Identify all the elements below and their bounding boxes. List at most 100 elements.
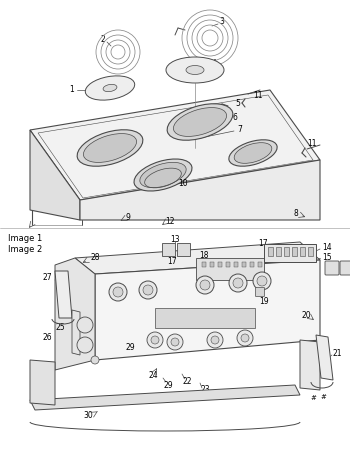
FancyBboxPatch shape [202,262,206,267]
Circle shape [233,278,243,288]
Text: 11: 11 [307,139,317,148]
Text: 29: 29 [125,342,135,352]
FancyBboxPatch shape [325,261,339,275]
FancyBboxPatch shape [210,262,214,267]
Text: 20: 20 [301,310,311,319]
Text: Image 1: Image 1 [8,234,42,243]
Ellipse shape [103,84,117,92]
Ellipse shape [83,134,136,163]
Text: 26: 26 [42,333,52,342]
FancyBboxPatch shape [258,262,262,267]
FancyBboxPatch shape [276,247,281,256]
Text: 19: 19 [259,297,269,305]
Polygon shape [95,260,320,360]
FancyBboxPatch shape [268,247,273,256]
Text: #: # [310,395,316,401]
Ellipse shape [174,108,226,136]
Text: 18: 18 [199,251,209,260]
Circle shape [200,280,210,290]
Text: 8: 8 [294,208,298,217]
Text: 16: 16 [271,250,281,259]
Polygon shape [30,130,80,220]
Text: #: # [320,394,326,400]
Ellipse shape [186,66,204,74]
Circle shape [77,317,93,333]
Text: 27: 27 [42,274,52,283]
Circle shape [113,287,123,297]
Text: 4: 4 [211,58,216,67]
Text: 17: 17 [167,257,177,266]
Polygon shape [300,340,320,390]
Circle shape [253,272,271,290]
Ellipse shape [167,104,233,140]
FancyBboxPatch shape [292,247,297,256]
FancyBboxPatch shape [226,262,230,267]
FancyBboxPatch shape [264,244,316,262]
Circle shape [171,338,179,346]
Text: 14: 14 [322,242,332,251]
Ellipse shape [85,76,135,100]
Ellipse shape [166,57,224,83]
Polygon shape [30,90,320,200]
Text: 25: 25 [55,323,65,333]
Text: 12: 12 [165,217,175,226]
Text: 7: 7 [238,125,243,135]
FancyBboxPatch shape [176,242,189,255]
Circle shape [109,283,127,301]
Text: 24: 24 [148,371,158,380]
Text: 22: 22 [182,377,192,386]
Polygon shape [55,258,95,370]
FancyBboxPatch shape [234,262,238,267]
Ellipse shape [140,162,186,188]
FancyBboxPatch shape [218,262,222,267]
Ellipse shape [229,140,277,166]
FancyBboxPatch shape [196,258,264,280]
Text: 15: 15 [322,252,332,261]
Polygon shape [80,160,320,220]
Text: 17: 17 [258,238,268,247]
Ellipse shape [134,159,192,191]
Text: Image 2: Image 2 [8,245,42,254]
Polygon shape [55,271,72,318]
Circle shape [147,332,163,348]
Circle shape [237,330,253,346]
Text: 21: 21 [332,348,342,357]
Circle shape [196,276,214,294]
Text: 28: 28 [90,254,100,262]
FancyBboxPatch shape [242,262,246,267]
Text: 30: 30 [83,410,93,419]
FancyBboxPatch shape [155,308,255,328]
FancyBboxPatch shape [300,247,305,256]
Circle shape [241,334,249,342]
Circle shape [167,334,183,350]
Text: 29: 29 [163,381,173,390]
Text: 9: 9 [126,213,131,222]
Circle shape [91,356,99,364]
Text: 3: 3 [219,18,224,26]
Circle shape [143,285,153,295]
Text: 2: 2 [101,35,105,44]
Text: 11: 11 [253,92,263,101]
Text: 1: 1 [70,86,74,95]
Ellipse shape [234,143,272,164]
Text: 6: 6 [232,114,237,122]
FancyBboxPatch shape [161,242,175,255]
Polygon shape [30,360,55,405]
Polygon shape [316,335,333,380]
Circle shape [229,274,247,292]
Text: 23: 23 [200,386,210,395]
FancyBboxPatch shape [284,247,289,256]
Ellipse shape [77,130,143,166]
Circle shape [151,336,159,344]
Circle shape [77,337,93,353]
Circle shape [139,281,157,299]
Circle shape [211,336,219,344]
Circle shape [207,332,223,348]
Polygon shape [30,385,300,410]
Text: 13: 13 [170,236,180,245]
Circle shape [257,276,267,286]
Text: 5: 5 [236,100,240,109]
FancyBboxPatch shape [256,288,265,297]
FancyBboxPatch shape [340,261,350,275]
Text: 10: 10 [178,179,188,188]
